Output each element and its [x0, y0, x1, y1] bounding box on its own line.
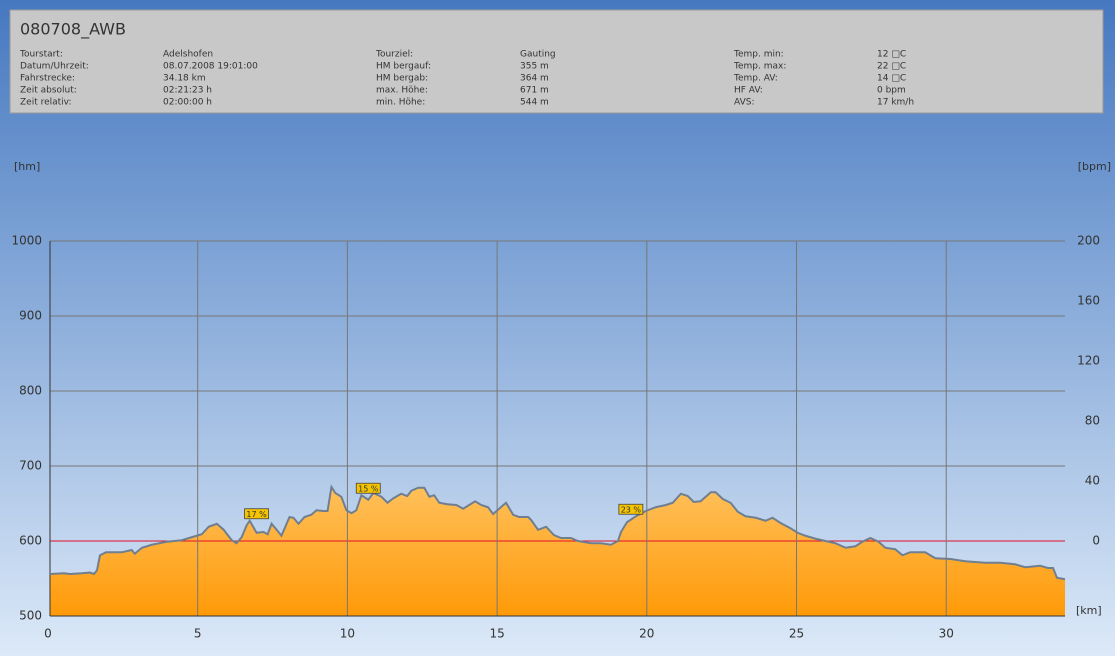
x-tick-label: 0 [44, 627, 52, 641]
info-panel [9, 9, 1104, 114]
info-label: Temp. AV: [733, 74, 778, 84]
annotation-box [618, 503, 644, 515]
x-tick-label: 10 [340, 627, 355, 641]
chart-title: 080708_AWB [20, 20, 126, 40]
annotation-text: 15 % [358, 484, 379, 493]
info-value: 364 m [520, 74, 549, 84]
info-value: Gauting [520, 50, 556, 60]
y2-tick-label: 160 [1077, 294, 1100, 308]
info-value: 08.07.2008 19:01:00 [163, 62, 258, 72]
y-tick-label: 700 [19, 459, 42, 473]
y2-tick-label: 40 [1085, 474, 1100, 488]
x-tick-label: 5 [194, 627, 202, 641]
info-value: Adelshofen [163, 50, 213, 60]
y2-axis-label: [bpm] [1078, 160, 1111, 173]
y2-tick-label: 0 [1092, 534, 1100, 548]
info-value: 14 □C [877, 74, 906, 84]
info-label: max. Höhe: [376, 86, 428, 96]
info-label: HF AV: [734, 86, 763, 96]
y2-tick-label: 120 [1077, 354, 1100, 368]
info-value: 12 □C [877, 50, 906, 60]
x-tick-label: 25 [789, 627, 804, 641]
annotation-box [244, 508, 269, 520]
y-tick-label: 500 [19, 609, 42, 623]
info-label: HM bergab: [376, 74, 428, 84]
annotation-box [355, 482, 381, 494]
y-tick-label: 1000 [11, 234, 42, 248]
y2-tick-label: 80 [1085, 414, 1100, 428]
info-value: 0 bpm [877, 86, 906, 96]
y-tick-label: 800 [19, 384, 42, 398]
info-value: 355 m [520, 62, 549, 72]
info-label: HM bergauf: [376, 62, 431, 72]
x-axis-label: [km] [1076, 604, 1102, 617]
info-value: 34.18 km [163, 74, 206, 84]
info-label: Fahrstrecke: [20, 74, 75, 84]
y-axis-label: [hm] [14, 160, 40, 173]
elevation-line [49, 484, 1066, 581]
info-label: Temp. min: [733, 50, 784, 60]
info-value: 22 □C [877, 62, 906, 72]
annotation-text: 17 % [246, 510, 267, 519]
y-tick-label: 900 [19, 309, 42, 323]
info-value: 671 m [520, 86, 549, 96]
x-tick-label: 30 [939, 627, 954, 641]
info-value: 02:21:23 h [163, 86, 212, 96]
x-tick-label: 15 [489, 627, 504, 641]
info-label: Datum/Uhrzeit: [20, 62, 89, 72]
info-label: Zeit relativ: [20, 98, 72, 108]
info-label: Tourziel: [375, 50, 413, 60]
annotation-text: 23 % [621, 505, 642, 514]
info-value: 17 km/h [877, 98, 914, 108]
info-value: 02:00:00 h [163, 98, 212, 108]
info-label: AVS: [734, 98, 754, 108]
info-label: Tourstart: [19, 50, 63, 60]
info-label: Zeit absolut: [20, 86, 77, 96]
info-value: 544 m [520, 98, 549, 108]
x-tick-label: 20 [639, 627, 654, 641]
y2-tick-label: 200 [1077, 234, 1100, 248]
info-label: min. Höhe: [376, 98, 425, 108]
y-tick-label: 600 [19, 534, 42, 548]
info-label: Temp. max: [733, 62, 786, 72]
